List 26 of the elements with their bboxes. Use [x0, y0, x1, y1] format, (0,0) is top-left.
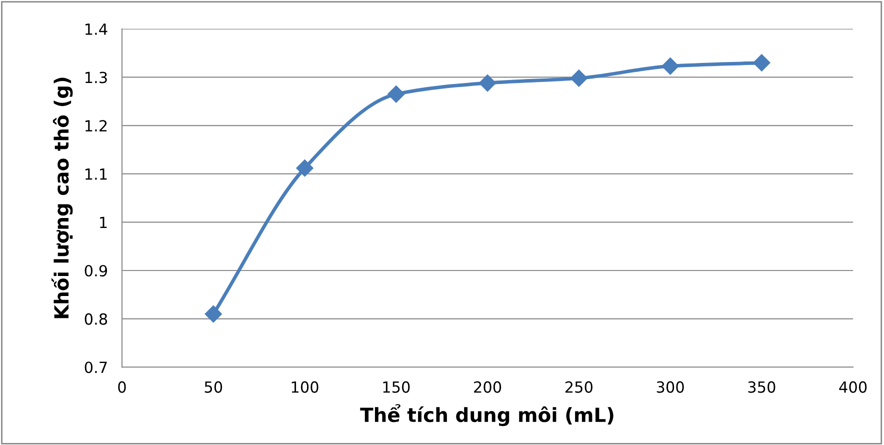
x-tick-label: 250	[565, 381, 592, 393]
x-tick-label: 200	[474, 381, 502, 393]
y-tick-label: 1.4	[85, 24, 108, 35]
point	[662, 58, 679, 75]
y-tick-label: 1.3	[85, 72, 107, 84]
y-tick-label: 1	[100, 216, 107, 228]
x-axis-title: Thể tích dung môi (mL)	[360, 404, 614, 426]
x-tick-label: 50	[204, 381, 222, 393]
point	[478, 74, 496, 92]
point	[570, 70, 588, 87]
y-tick-label: 0.9	[84, 264, 108, 277]
x-tick-label: 0	[118, 381, 126, 393]
y-tick-label: 0.8	[84, 313, 108, 325]
y-tick-label: 1.1	[85, 168, 107, 180]
point	[388, 86, 405, 103]
point	[753, 54, 770, 72]
x-tick-label: 100	[292, 381, 318, 393]
x-tick-label: 350	[748, 381, 776, 393]
x-tick-label: 300	[656, 381, 684, 393]
point	[204, 305, 222, 323]
y-tick-label: 0.7	[84, 362, 107, 374]
point	[296, 160, 314, 177]
x-tick-label: 400	[839, 381, 867, 393]
y-tick-label: 1.2	[85, 120, 107, 132]
x-tick-label: 150	[383, 381, 410, 393]
y-axis-title: Khối lượng cao thô (g)	[51, 78, 73, 318]
